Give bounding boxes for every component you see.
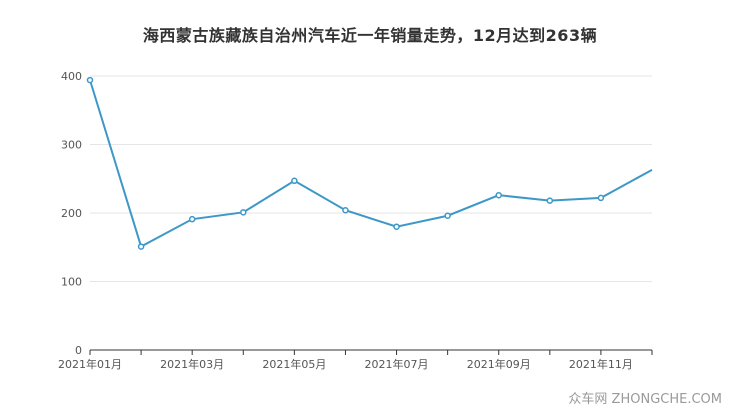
data-point <box>137 243 145 250</box>
x-tick-label: 2021年07月 <box>365 357 429 371</box>
data-point <box>291 177 298 185</box>
x-tick-label: 2021年01月 <box>58 357 122 371</box>
watermark: 众车网 ZHONGCHE.COM <box>568 392 722 407</box>
y-tick-label: 0 <box>75 344 82 357</box>
series-line <box>89 79 653 249</box>
y-tick-label: 300 <box>61 139 82 152</box>
data-point <box>393 223 400 230</box>
x-tick-label: 2021年05月 <box>262 357 326 371</box>
y-tick-label: 200 <box>61 207 82 220</box>
y-tick-label: 400 <box>61 70 82 83</box>
y-tick-label: 100 <box>61 276 82 289</box>
x-tick-label: 2021年03月 <box>160 357 224 371</box>
data-point <box>342 207 349 214</box>
data-point <box>240 209 247 216</box>
x-tick-label: 2021年09月 <box>467 357 531 371</box>
chart-title: 海西蒙古族藏族自治州汽车近一年销量走势，12月达到263辆 <box>142 26 598 45</box>
data-point <box>597 194 605 202</box>
data-point <box>546 197 554 204</box>
data-point <box>444 212 451 219</box>
x-tick-label: 2021年11月 <box>569 357 633 371</box>
data-point <box>86 76 94 84</box>
data-point <box>188 215 196 223</box>
data-point <box>495 191 502 199</box>
